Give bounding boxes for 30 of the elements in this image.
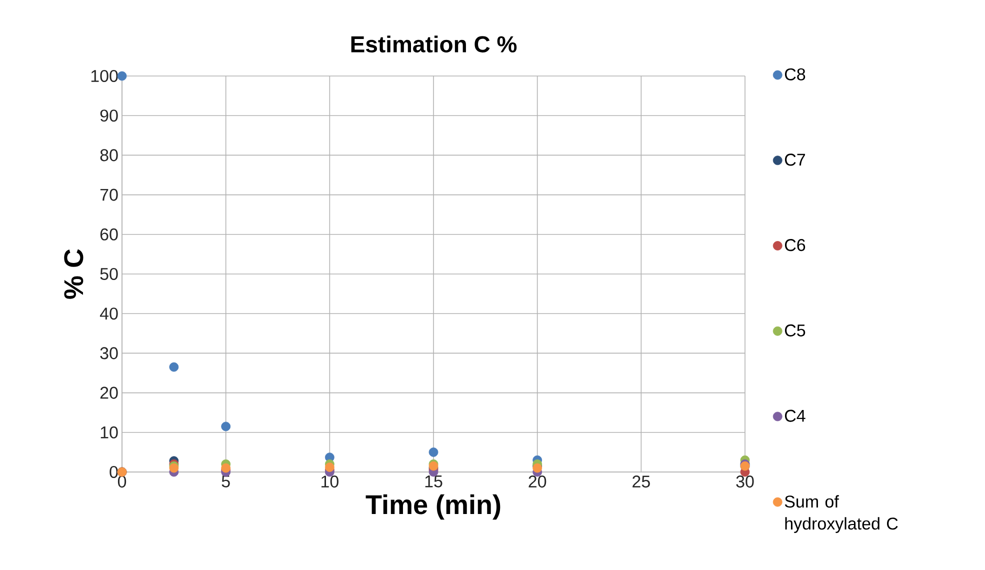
legend-label: C4 xyxy=(784,410,806,422)
y-axis-title: % C xyxy=(64,249,84,299)
point xyxy=(169,362,179,372)
y-tick-label: 60 xyxy=(100,228,118,240)
chart-title: Estimation C % xyxy=(351,36,517,52)
point xyxy=(117,71,127,81)
y-tick-label: 80 xyxy=(100,149,118,162)
y-tick-label: 10 xyxy=(100,426,118,438)
legend-label: C5 xyxy=(784,324,806,336)
legend-label: Sum of hydroxylated C xyxy=(784,495,898,533)
legend-label: C6 xyxy=(784,239,806,252)
legend-label: C8 xyxy=(784,68,806,80)
y-tick-label: 90 xyxy=(100,110,118,122)
x-tick-label: 30 xyxy=(736,476,754,488)
y-tick-label: 20 xyxy=(100,386,118,399)
x-axis-title: Time (min) xyxy=(366,494,500,520)
point xyxy=(324,462,334,472)
legend-label: C7 xyxy=(784,154,805,166)
point xyxy=(428,447,438,457)
y-tick-label: 50 xyxy=(100,268,118,280)
x-tick-label: 20 xyxy=(528,476,546,488)
y-tick-label: 70 xyxy=(100,188,118,201)
y-tick-label: 30 xyxy=(100,347,118,360)
point xyxy=(221,422,231,432)
x-tick-label: 25 xyxy=(632,476,650,488)
y-tick-label: 40 xyxy=(100,308,118,320)
x-tick-label: 15 xyxy=(425,476,442,488)
x-tick-label: 10 xyxy=(322,476,338,488)
y-tick-label: 100 xyxy=(91,70,118,82)
y-tick-label: 0 xyxy=(110,466,118,478)
